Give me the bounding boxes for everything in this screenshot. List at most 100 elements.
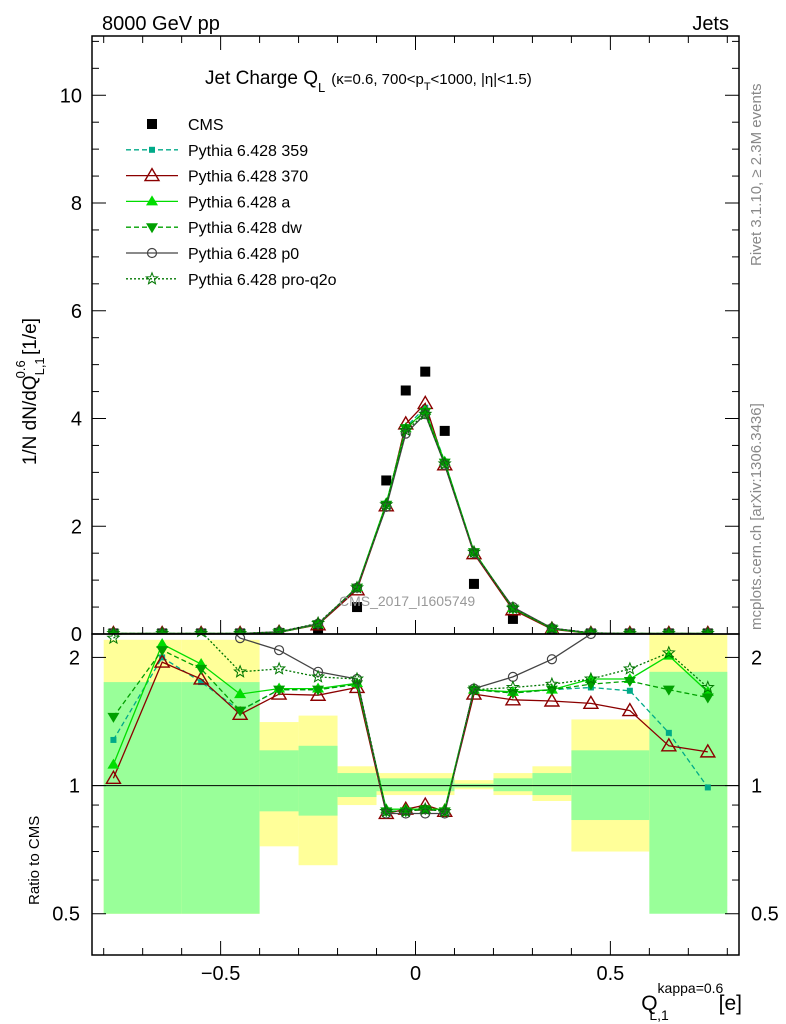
point-pp0-11 [468, 548, 480, 559]
point-pq2o-5 [311, 615, 326, 630]
y-tick-label: 8 [71, 193, 82, 215]
legend-label-p370: Pythia 6.428 370 [188, 169, 308, 186]
ratio-point-pdw-9 [419, 805, 432, 816]
point-pq2o-0 [106, 626, 121, 634]
ratio-point-pp0-16 [664, 572, 673, 581]
point-pdw-12 [506, 604, 519, 615]
point-pq2o-4 [272, 624, 287, 634]
x-axis-label: Qkappa=0.6 L,1 [e] [641, 980, 742, 1023]
ylabel-b: [1/e] [20, 318, 41, 360]
legend-label-cms: CMS [188, 117, 224, 134]
point-pp0-8 [400, 428, 411, 439]
legend-item-p359: Pythia 6.428 359 [126, 143, 308, 160]
ratio-point-pp0-14 [585, 634, 596, 640]
point-pq2o-9 [418, 406, 433, 421]
title-main: Jet Charge Q [205, 68, 318, 89]
band-green-10 [649, 671, 728, 914]
point-pq2o-12 [505, 600, 520, 615]
legend-label-pdw: Pythia 6.428 dw [188, 220, 302, 237]
ratio-tick-label-right: 1 [751, 776, 762, 798]
ratio-point-pq2o-16 [661, 645, 676, 659]
legend-item-cms: CMS [147, 117, 224, 134]
ratio-line-pa [112, 643, 709, 810]
legend-marker-pdw [146, 223, 158, 234]
point-pq2o-15 [622, 626, 637, 634]
title-main-sub: L [318, 80, 325, 95]
ratio-point-pdw-4 [273, 685, 286, 696]
point-cms-11 [468, 578, 479, 589]
ratio-series-pq2o [106, 607, 715, 818]
ratio-point-pdw-0 [107, 712, 120, 723]
ratio-point-p359-16 [665, 729, 672, 736]
xlabel-a: Q [641, 992, 657, 1015]
ratio-point-pq2o-10 [437, 803, 452, 818]
mcplots-label: mcplots.cern.ch [arXiv:1306.3436] [748, 403, 765, 630]
xlabel-b: [e] [713, 992, 742, 1015]
ratio-line-pq2o [113, 634, 709, 813]
ratio-point-pdw-2 [195, 664, 208, 675]
point-cms-7 [381, 475, 392, 486]
point-cms-9 [420, 366, 431, 377]
ratio-point-p370-12 [504, 691, 522, 706]
point-pq2o-6 [349, 580, 364, 594]
point-pq2o-17 [700, 626, 715, 634]
ratio-point-pdw-17 [701, 693, 714, 704]
legend-marker-pq2o [145, 271, 159, 285]
ratio-point-p359-0 [110, 736, 117, 743]
x-tick-label: 0 [410, 963, 421, 985]
ratio-point-pq2o-1 [157, 607, 168, 618]
ratio-point-pq2o-8 [398, 803, 413, 818]
ratio-point-p370-5 [309, 686, 327, 701]
ratio-point-p359-1 [159, 654, 166, 661]
legend-item-pdw: Pythia 6.428 dw [126, 220, 302, 237]
ratio-point-p359-15 [626, 687, 633, 694]
ratio-point-pa-1 [156, 638, 169, 649]
title-cond-1: (κ=0.6, 700<p [331, 71, 424, 88]
watermark: CMS_2017_I1605749 [339, 593, 475, 609]
legend-label-p359: Pythia 6.428 359 [188, 143, 308, 160]
ratio-point-pp0-6 [351, 673, 363, 685]
y-tick-label: 10 [60, 85, 82, 107]
ratio-line-p370 [112, 661, 708, 815]
legend-item-pa: Pythia 6.428 a [126, 194, 290, 211]
band-green-0 [103, 682, 182, 914]
header-left: 8000 GeV pp [102, 13, 220, 35]
legend-marker-cms [147, 119, 157, 129]
ratio-point-p359-17 [704, 784, 711, 791]
ratio-point-pq2o-7 [379, 803, 394, 818]
point-pq2o-11 [467, 544, 482, 559]
point-cms-6 [352, 602, 363, 613]
ratio-point-pq2o-14 [583, 671, 598, 685]
band-green-8 [532, 773, 572, 796]
y-tick-label: 4 [71, 409, 82, 431]
ratio-point-p370-1 [153, 653, 171, 668]
ratio-tick-label-right: 0.5 [751, 904, 779, 926]
ratio-point-pa-3 [234, 688, 247, 699]
legend-marker-pa [146, 195, 158, 206]
point-pp0-9 [420, 409, 431, 420]
ratio-point-pq2o-6 [349, 671, 364, 685]
ratio-line-pp0 [234, 634, 592, 815]
ratio-point-pq2o-0 [106, 634, 121, 645]
ratio-axis-label: Ratio to CMS [26, 816, 43, 905]
legend-label-pq2o: Pythia 6.428 pro-q2o [188, 272, 337, 289]
ratio-point-pq2o-13 [544, 676, 559, 691]
legend-item-pp0: Pythia 6.428 p0 [126, 246, 299, 263]
legend: CMS Pythia 6.428 359 Pythia 6.428 370 Pythi… [126, 117, 337, 289]
ratio-point-pdw-1 [156, 646, 169, 657]
ratio-point-pq2o-11 [467, 682, 481, 696]
ratio-point-pq2o-12 [505, 680, 520, 694]
ratio-point-pq2o-5 [311, 669, 326, 683]
ratio-point-pp0-2 [197, 597, 206, 606]
ratio-point-pdw-5 [312, 685, 325, 696]
ratio-point-pdw-15 [623, 677, 636, 688]
ratio-point-pp0-17 [703, 549, 712, 558]
legend-marker-p359 [149, 146, 155, 153]
ratio-point-pa-17 [701, 685, 714, 696]
ratio-point-p370-13 [543, 692, 561, 707]
ratio-point-p370-0 [105, 769, 122, 785]
ratio-tick-label-right: 2 [751, 647, 762, 669]
ratio-point-pp0-3 [235, 634, 246, 644]
